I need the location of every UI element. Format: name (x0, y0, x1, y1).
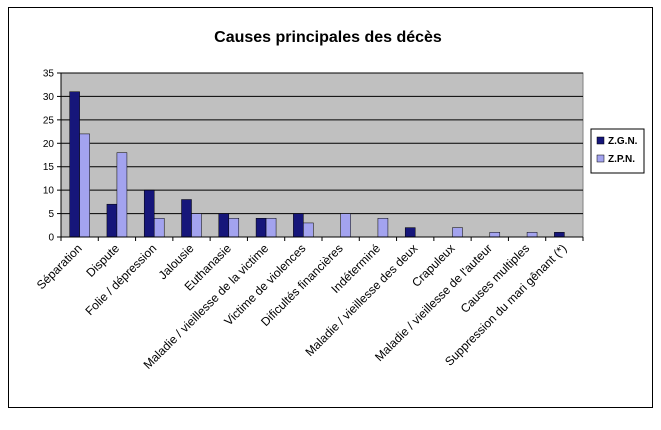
bar-zpn (191, 213, 202, 238)
bar-zgn (106, 203, 118, 238)
legend-box (590, 128, 645, 174)
bar-zpn (153, 218, 165, 238)
bar-zgn (69, 91, 80, 238)
bar-zpn (116, 152, 128, 238)
bar-zpn (489, 232, 501, 238)
bar-zpn (340, 213, 351, 238)
y-tick-label: 35 (43, 69, 55, 80)
bar-zgn (293, 213, 304, 238)
bar-zpn (303, 222, 314, 238)
legend-swatch-zpn (596, 154, 605, 163)
legend-label-zgn: Z.G.N. (608, 136, 638, 147)
legend-swatch-zgn (596, 136, 605, 145)
bar-zpn (452, 227, 463, 238)
x-category-label: Folie / dépression (82, 241, 159, 318)
y-axis-ticks: 0 5 10 15 20 25 30 35 (43, 69, 61, 244)
y-tick-label: 30 (43, 92, 55, 103)
y-tick-label: 25 (43, 115, 55, 126)
chart-frame: Causes principales des décès 0 5 10 15 20 25 3… (8, 7, 653, 408)
bar-zpn (265, 218, 277, 238)
legend-label-zpn: Z.P.N. (608, 154, 635, 165)
y-tick-label: 10 (43, 186, 55, 197)
bar-zgn (143, 189, 155, 238)
y-tick-label: 0 (48, 233, 54, 244)
bar-zgn (554, 232, 565, 238)
chart-title: Causes principales des décès (214, 29, 442, 46)
x-category-label: Séparation (34, 241, 85, 292)
chart: Causes principales des décès 0 5 10 15 20 25 3… (34, 29, 645, 372)
bars (69, 91, 565, 238)
y-tick-label: 5 (48, 209, 54, 220)
bar-zgn (255, 218, 267, 238)
bar-zpn (79, 133, 90, 238)
x-axis-ticks (60, 237, 584, 241)
bar-zgn (181, 199, 192, 238)
bar-zpn (377, 218, 389, 238)
plot-area (60, 72, 584, 238)
bar-zgn (404, 227, 416, 238)
y-tick-label: 15 (43, 162, 55, 173)
y-tick-label: 20 (43, 139, 55, 150)
legend: Z.G.N. Z.P.N. (590, 128, 645, 174)
bar-zpn (228, 218, 240, 238)
bar-zgn (218, 213, 230, 238)
bar-zpn (526, 232, 538, 238)
